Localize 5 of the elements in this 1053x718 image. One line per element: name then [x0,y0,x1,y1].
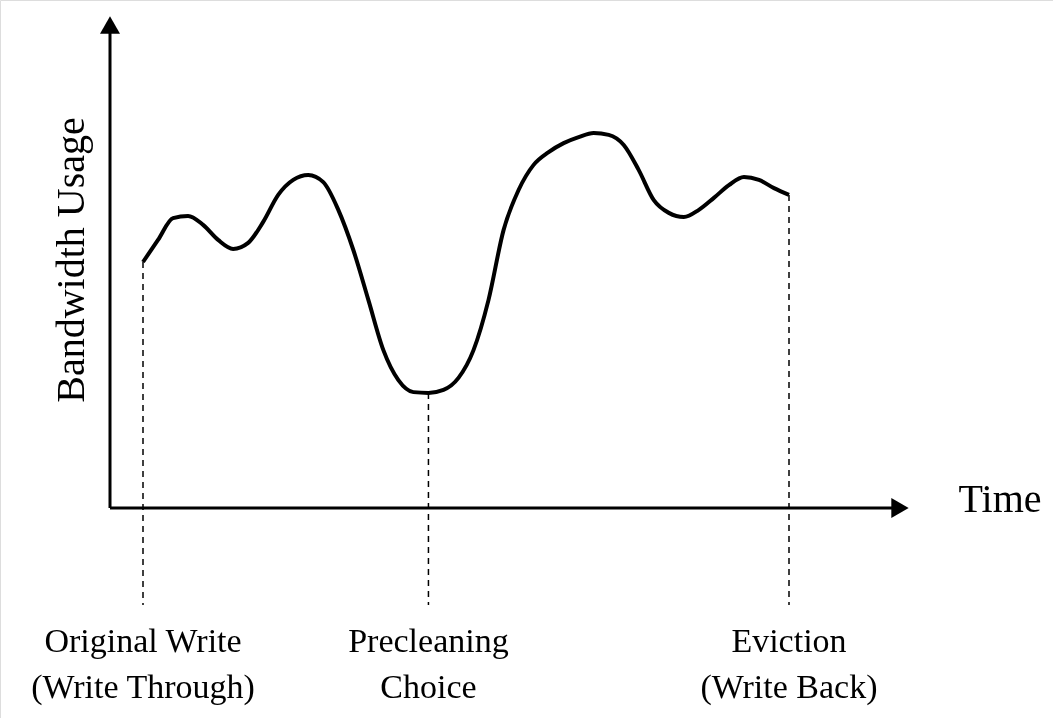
text: Original Write (Write Through) [31,622,255,706]
y-axis-title: Bandwidth Usage [48,117,93,403]
text: Eviction (Write Back) [700,622,878,706]
text: Precleaning Choice [348,622,509,705]
x-axis-title: Time [958,476,1042,521]
